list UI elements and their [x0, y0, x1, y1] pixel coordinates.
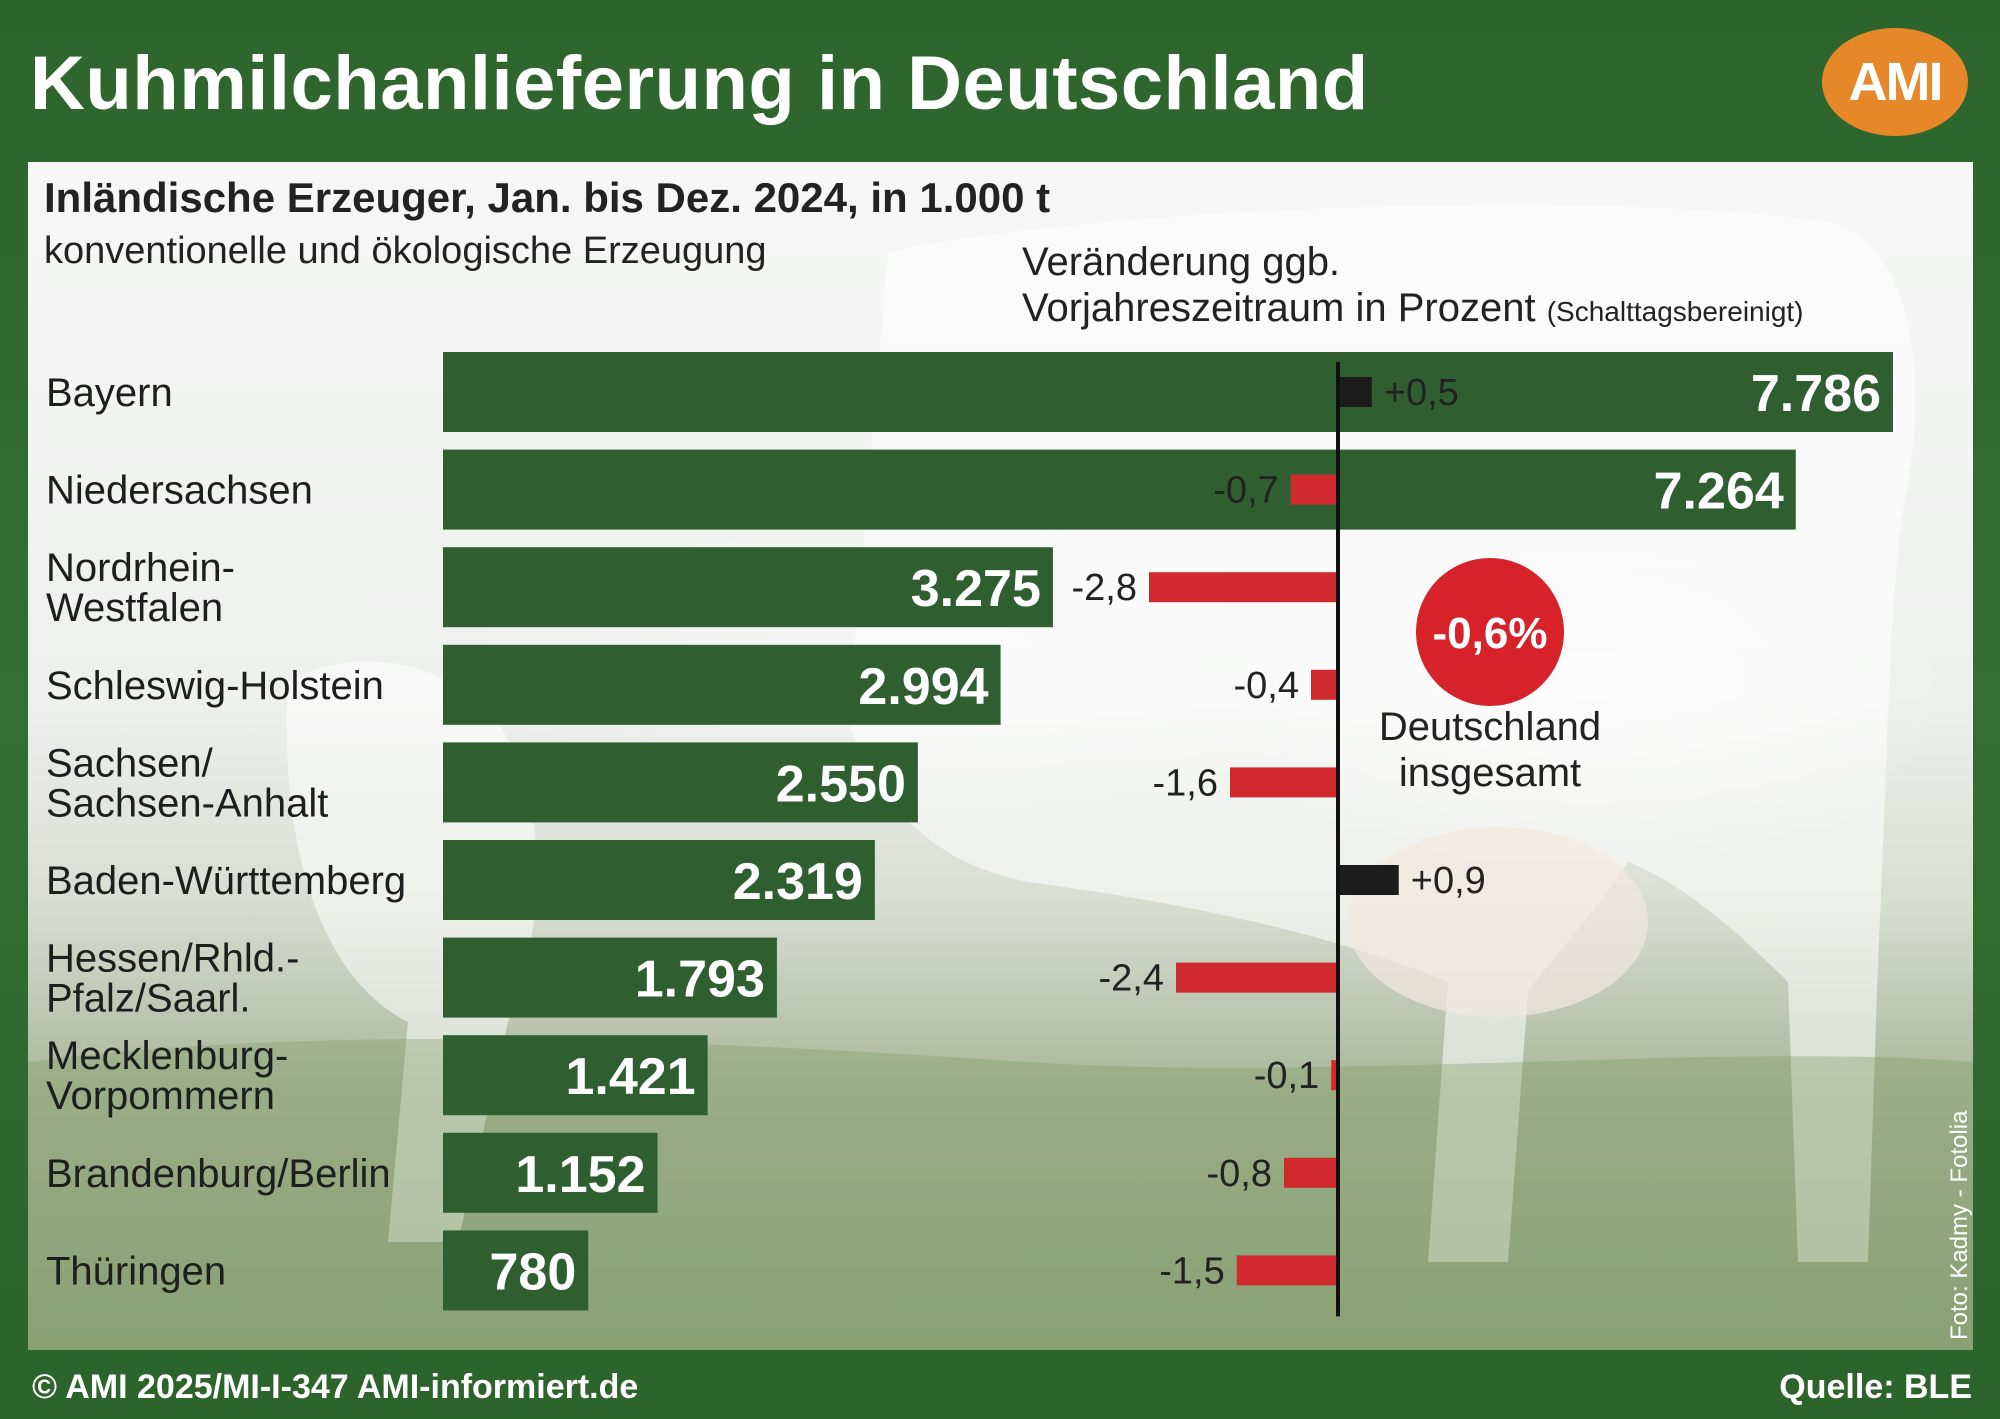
change-bar-negative — [1176, 962, 1338, 993]
region-label: Sachsen/Sachsen-Anhalt — [46, 741, 328, 825]
change-label: +0,5 — [1384, 372, 1459, 414]
change-axis-label-text: Vorjahreszeitraum in Prozent — [1022, 286, 1536, 330]
region-label-line: Mecklenburg- — [46, 1034, 288, 1078]
region-label-line: Nordrhein- — [46, 546, 235, 590]
page-title: Kuhmilchanlieferung in Deutschland — [30, 41, 1369, 126]
region-label-line: Vorpommern — [46, 1074, 275, 1118]
volume-label: 2.994 — [858, 658, 988, 716]
region-label: Bayern — [46, 371, 173, 415]
region-label: Brandenburg/Berlin — [46, 1152, 391, 1196]
volume-bar — [443, 1230, 589, 1311]
change-bar-negative — [1331, 1060, 1338, 1091]
change-label: -1,5 — [1159, 1250, 1224, 1292]
change-bar-negative — [1149, 572, 1338, 603]
volume-bar — [443, 937, 777, 1018]
volume-bar — [443, 449, 1796, 530]
change-axis-label-line1: Veränderung ggb. — [1022, 240, 1341, 284]
region-label-line: Sachsen-Anhalt — [46, 781, 328, 825]
volume-bar — [443, 352, 1893, 432]
volume-label: 1.793 — [635, 951, 765, 1009]
change-label: -2,8 — [1072, 567, 1137, 609]
chart-title: Inländische Erzeuger, Jan. bis Dez. 2024… — [44, 174, 1051, 221]
chart-subtitle: konventionelle und ökologische Erzeugung — [44, 230, 767, 272]
change-label: -0,4 — [1234, 665, 1299, 707]
change-bar-negative — [1311, 669, 1338, 700]
total-change-value: -0,6% — [1433, 609, 1548, 658]
volume-bar — [443, 742, 918, 823]
volume-bar — [443, 547, 1053, 628]
change-bar-negative — [1230, 767, 1338, 798]
bar-chart: Bayern 7.786 +0,5 Niedersachsen 7.264 -0,7 Nor… — [46, 352, 1893, 1317]
volume-label: 780 — [489, 1243, 576, 1301]
region-label-line: Pfalz/Saarl. — [46, 977, 251, 1021]
chart-panel: Inländische Erzeuger, Jan. bis Dez. 2024… — [28, 162, 1973, 1350]
change-bar-positive — [1338, 377, 1372, 407]
change-label: -2,4 — [1099, 958, 1164, 1000]
change-bar-negative — [1236, 1255, 1338, 1286]
footer-copyright: © AMI 2025/MI-I-347 AMI-informiert.de — [32, 1368, 639, 1406]
total-label-line2: insgesamt — [1399, 751, 1581, 795]
volume-label: 3.275 — [911, 560, 1041, 618]
volume-bar — [443, 840, 875, 920]
volume-label: 1.152 — [515, 1146, 645, 1204]
total-change-badge — [1416, 558, 1564, 706]
region-label: Hessen/Rhld.-Pfalz/Saarl. — [46, 937, 299, 1021]
region-label-line: Sachsen/ — [46, 741, 214, 785]
volume-bar — [443, 1035, 708, 1116]
change-label: +0,9 — [1411, 860, 1486, 902]
footer-source: Quelle: BLE — [1779, 1368, 1972, 1406]
volume-label: 2.319 — [733, 853, 863, 911]
total-label-line1: Deutschland — [1379, 705, 1601, 749]
region-label: Baden-Württemberg — [46, 859, 406, 903]
change-bar-positive — [1338, 865, 1399, 895]
change-label: -0,8 — [1207, 1153, 1272, 1195]
volume-label: 1.421 — [565, 1048, 695, 1106]
region-label: Mecklenburg-Vorpommern — [46, 1034, 288, 1118]
ami-logo: AMI — [1822, 28, 1968, 136]
volume-label: 7.786 — [1751, 365, 1881, 423]
volume-bar — [443, 1132, 658, 1213]
volume-label: 2.550 — [776, 755, 906, 813]
region-label: Nordrhein-Westfalen — [46, 546, 235, 630]
change-bar-negative — [1290, 474, 1338, 505]
change-label: -1,6 — [1153, 762, 1218, 804]
region-label: Schleswig-Holstein — [46, 664, 384, 708]
change-label: -0,7 — [1213, 470, 1278, 512]
region-label-line: Westfalen — [46, 586, 223, 630]
change-bar-negative — [1284, 1157, 1338, 1188]
photo-credit: Foto: Kadmy - Fotolia — [1946, 1110, 1973, 1340]
region-label: Niedersachsen — [46, 469, 313, 513]
change-axis-note: (Schalttagsbereinigt) — [1546, 296, 1804, 327]
change-label: -0,1 — [1254, 1055, 1319, 1097]
volume-bar — [443, 644, 1001, 725]
region-label-line: Hessen/Rhld.- — [46, 937, 299, 981]
volume-label: 7.264 — [1654, 463, 1784, 521]
change-axis-label-line2: Vorjahreszeitraum in Prozent (Schalttags… — [1022, 286, 1804, 331]
region-label: Thüringen — [46, 1249, 226, 1293]
